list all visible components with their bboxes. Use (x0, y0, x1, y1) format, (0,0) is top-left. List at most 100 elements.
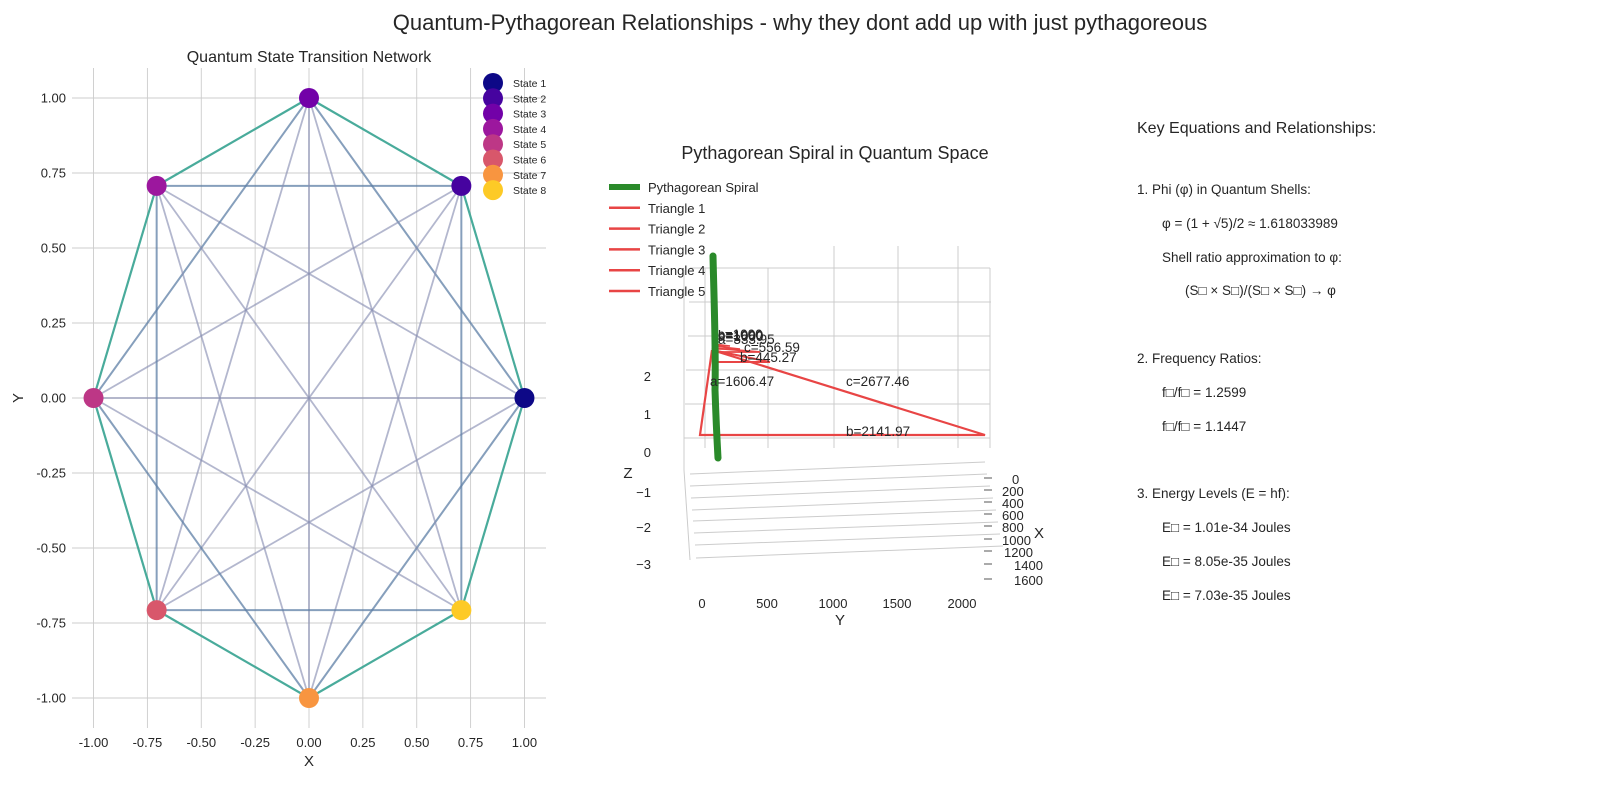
triangle-annotation: a=1000 (718, 329, 763, 344)
triangle-annotation: b=1000 (718, 328, 763, 343)
equation-line: E□ = 1.01e-34 Joules (1162, 519, 1291, 535)
z-tick-label: 0 (644, 445, 651, 460)
triangle-annotation: c=556.59 (744, 340, 800, 355)
transition-edge (155, 97, 310, 611)
legend-marker (483, 164, 503, 185)
x-tick-label: 0.50 (404, 735, 429, 750)
legend-label: Pythagorean Spiral (648, 180, 759, 195)
network-title: Quantum State Transition Network (187, 49, 433, 66)
legend-label: State 2 (513, 93, 546, 105)
legend-marker (483, 88, 503, 109)
y-tick-label: 0.00 (41, 391, 66, 406)
transition-edge (93, 397, 462, 611)
legend-label: Triangle 3 (648, 242, 705, 257)
state-node (146, 175, 167, 196)
y-tick-label: 0.50 (41, 241, 66, 256)
transition-edge (156, 185, 525, 399)
equation-line: 2. Frequency Ratios: (1137, 350, 1262, 366)
z-axis-label: Z (623, 465, 632, 482)
equation-line: E□ = 8.05e-35 Joules (1162, 553, 1291, 569)
triangle-annotation: a=1606.47 (710, 374, 774, 389)
grid-line-x3d (689, 461, 986, 475)
state-node (299, 688, 319, 708)
equations-panel: Key Equations and Relationships: 1. Phi … (1137, 120, 1577, 619)
x-tick-label: 0.75 (458, 735, 483, 750)
x-tick-label: -0.25 (240, 735, 270, 750)
x3d-tick-label: 1600 (1014, 573, 1043, 588)
transition-edge (92, 185, 158, 399)
equation-line: f□/f□ = 1.2599 (1162, 384, 1247, 400)
transition-edge (308, 185, 463, 699)
x-tick-label: -0.75 (133, 735, 163, 750)
legend-label: Triangle 4 (648, 263, 705, 278)
grid-line-x3d (691, 497, 994, 511)
x3d-tick-label: 600 (1002, 508, 1024, 523)
legend-label: Triangle 2 (648, 222, 705, 237)
legend-label: State 7 (513, 170, 546, 182)
transition-edge (93, 185, 462, 399)
y-tick-label: -0.50 (36, 541, 66, 556)
triangle-1 (698, 348, 986, 437)
triangle-annotation: a=333.95 (718, 332, 775, 347)
legend-marker (483, 103, 503, 124)
state-node (514, 388, 535, 408)
transition-edge (156, 97, 310, 187)
triangle-annotation: c=1000 (718, 327, 763, 342)
grid-line-x3d (695, 545, 1004, 559)
grid-line-x3d (694, 533, 1001, 546)
legend-label: State 3 (513, 109, 546, 121)
legend-label: State 5 (513, 139, 546, 151)
z-tick-label: −2 (636, 520, 651, 535)
figure-title: Quantum-Pythagorean Relationships - why … (392, 10, 1208, 35)
equation-line: Shell ratio approximation to φ: (1162, 249, 1342, 265)
state-node (451, 600, 472, 621)
equation-line: f□/f□ = 1.1447 (1162, 418, 1247, 434)
triangle-annotation: b=445.27 (740, 350, 797, 365)
transition-edge (156, 609, 310, 699)
state-node (451, 175, 472, 196)
z-tick-label: 1 (644, 407, 651, 422)
y3d-tick-label: 0 (698, 596, 705, 611)
axis-edge (683, 469, 691, 561)
state-node (83, 388, 104, 408)
grid-line-x3d (689, 473, 988, 487)
equation-line: φ = (1 + √5)/2 ≈ 1.618033989 (1162, 215, 1338, 231)
transition-edge (308, 97, 463, 611)
x3d-tick-label: 1000 (1002, 533, 1031, 548)
x-tick-label: -0.50 (186, 735, 216, 750)
y3d-tick-label: 1000 (819, 596, 848, 611)
transition-edge (308, 97, 462, 187)
y-tick-label: -0.75 (36, 616, 66, 631)
grid-line-x3d (690, 485, 991, 499)
x3d-tick-label: 0 (1012, 472, 1019, 487)
equation-line: 1. Phi (φ) in Quantum Shells: (1137, 182, 1311, 197)
y-axis-label: Y (10, 393, 27, 403)
y3d-tick-label: 1500 (883, 596, 912, 611)
y3d-axis-label: Y (835, 612, 845, 629)
x3d-tick-label: 200 (1002, 484, 1024, 499)
equations-title: Key Equations and Relationships: (1137, 120, 1377, 137)
z-tick-label: −1 (636, 485, 651, 500)
y-tick-label: -0.25 (36, 466, 66, 481)
legend-marker (483, 118, 503, 139)
legend-marker (483, 149, 503, 170)
y-tick-label: 0.25 (41, 316, 66, 331)
triangle-annotation: c=2677.46 (846, 374, 909, 389)
state-node (146, 600, 167, 621)
transition-edge (155, 185, 310, 699)
y-tick-label: -1.00 (36, 691, 66, 706)
y3d-tick-label: 2000 (948, 596, 977, 611)
x-tick-label: -1.00 (79, 735, 109, 750)
state-node (299, 88, 319, 108)
legend-label: Triangle 5 (648, 284, 705, 299)
spiral-title: Pythagorean Spiral in Quantum Space (681, 143, 988, 163)
x3d-tick-label: 800 (1002, 520, 1024, 535)
legend-label: State 4 (513, 124, 546, 136)
x3d-tick-label: 1200 (1004, 545, 1033, 560)
legend-label: Triangle 1 (648, 201, 705, 216)
grid-line-x3d (693, 521, 999, 534)
x-tick-label: 0.25 (350, 735, 375, 750)
legend-marker (483, 180, 503, 201)
equation-line: E□ = 7.03e-35 Joules (1162, 587, 1291, 603)
